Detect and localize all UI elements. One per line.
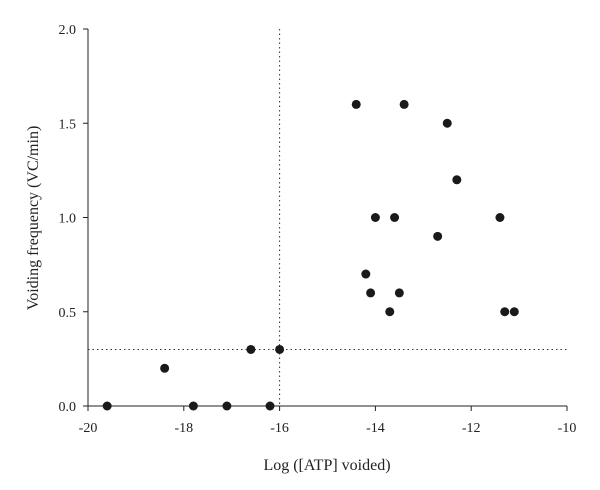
data-point: [442, 118, 452, 128]
x-tick-label: -14: [366, 421, 385, 436]
ticks: 0.0 0.5 1.0 1.5 2.0 -20 -18 -16 -14 -12 -10: [59, 23, 577, 436]
x-tick-label: -20: [79, 421, 98, 436]
data-point: [394, 288, 404, 298]
y-axis-title: Voiding frequency (VC/min): [25, 126, 42, 311]
x-tick-label: -12: [462, 421, 481, 436]
threshold-lines: [88, 29, 567, 406]
x-axis-title: Log ([ATP] voided): [263, 457, 390, 474]
data-point: [351, 99, 361, 109]
data-point: [390, 213, 400, 222]
data-point: [361, 269, 371, 279]
data-point: [275, 344, 285, 354]
y-tick-label: 0.5: [59, 306, 77, 321]
data-point: [102, 401, 112, 411]
x-tick-label: -16: [270, 421, 289, 436]
y-tick-label: 1.5: [59, 117, 77, 132]
data-point: [265, 401, 275, 411]
data-point: [452, 175, 462, 185]
data-point: [160, 363, 170, 373]
data-point: [246, 344, 256, 354]
x-tick-label: -10: [558, 421, 577, 436]
y-tick-label: 1.0: [59, 212, 77, 227]
data-point: [370, 213, 380, 222]
data-point: [495, 213, 505, 222]
data-point: [366, 288, 376, 298]
data-point: [433, 231, 443, 241]
y-tick-label: 0.0: [59, 400, 77, 415]
data-point: [222, 401, 232, 411]
x-tick-label: -18: [174, 421, 193, 436]
data-point: [385, 307, 395, 317]
data-points: [102, 99, 519, 411]
data-point: [509, 307, 519, 317]
y-tick-label: 2.0: [59, 23, 77, 38]
data-point: [500, 307, 510, 317]
data-point: [399, 99, 409, 109]
data-point: [188, 401, 198, 411]
